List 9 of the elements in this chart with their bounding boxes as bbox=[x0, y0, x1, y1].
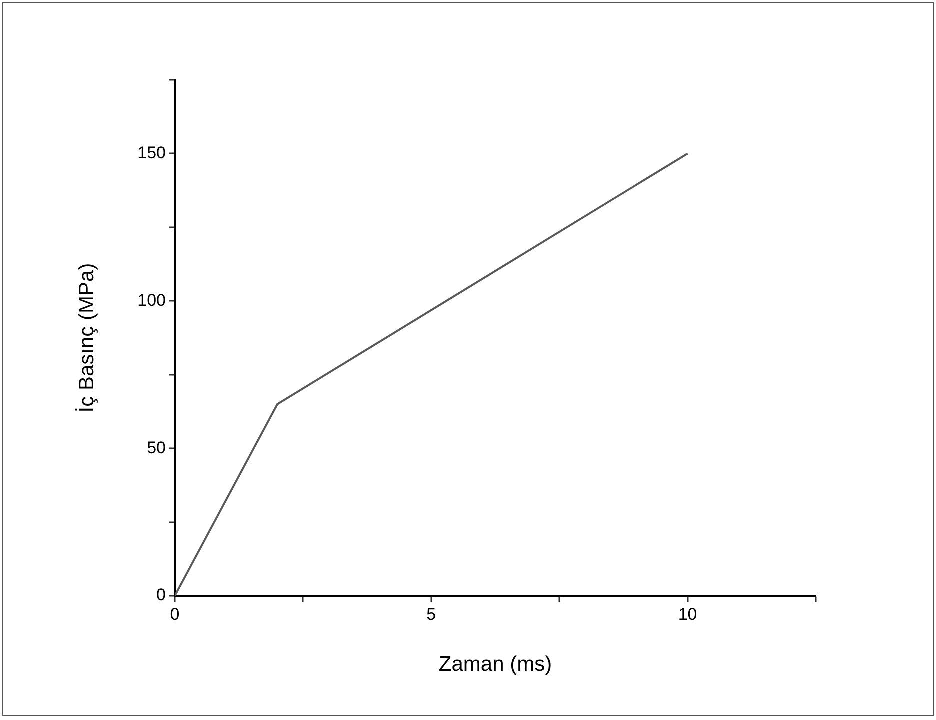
y-axis-title: İç Basınç (MPa) bbox=[74, 263, 98, 413]
x-tick-label: 10 bbox=[678, 604, 698, 624]
y-tick-label: 0 bbox=[156, 586, 166, 605]
x-tick-label: 0 bbox=[170, 604, 180, 624]
y-tick-label: 150 bbox=[138, 143, 166, 162]
x-tick-label: 5 bbox=[426, 604, 436, 624]
y-tick-label: 100 bbox=[138, 290, 166, 310]
y-tick-label: 50 bbox=[147, 438, 166, 458]
x-axis-title: Zaman (ms) bbox=[438, 653, 552, 676]
